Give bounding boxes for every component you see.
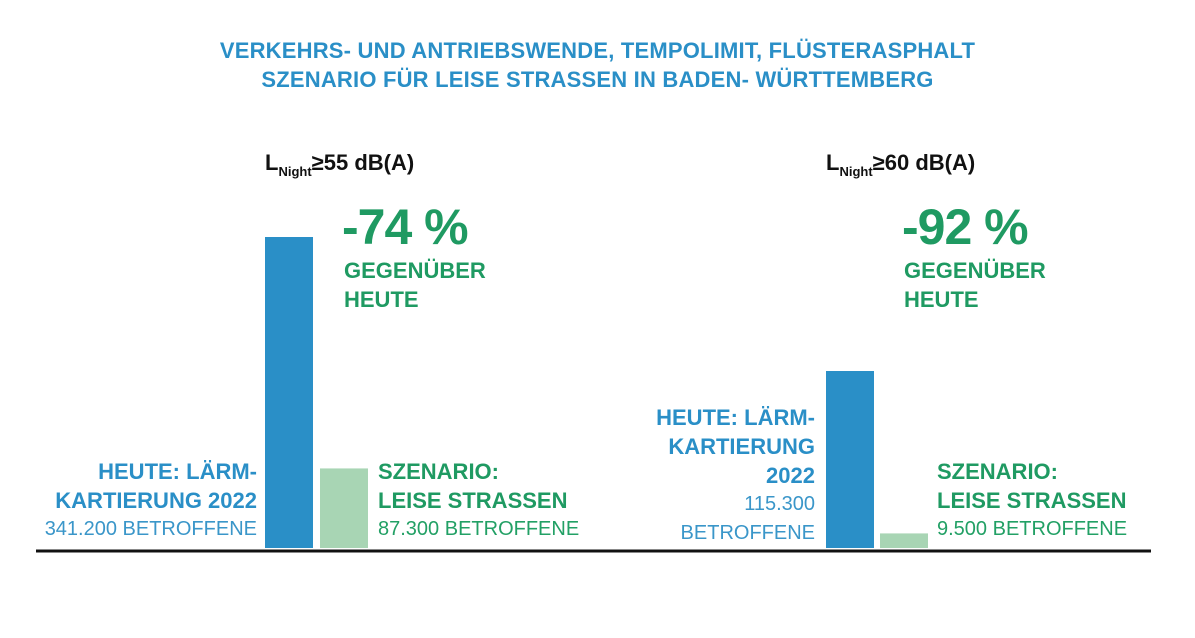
- scenario-label-55: SZENARIO: LEISE STRASSEN 87.300 BETROFFE…: [378, 457, 579, 544]
- chart-title-line-1: VERKEHRS- UND ANTRIEBSWENDE, TEMPOLIMIT,…: [219, 38, 976, 63]
- scenario-label-60: SZENARIO: LEISE STRASSEN 9.500 BETROFFEN…: [937, 457, 1127, 544]
- today-category-label-60: HEUTE: LÄRM- KARTIERUNG 2022: [656, 405, 815, 488]
- scenario-count-label-60: 9.500 BETROFFENE: [937, 518, 1128, 540]
- bar-scenario-55: [320, 468, 368, 548]
- change-value-60: -92 %: [902, 199, 1029, 255]
- scenario-count-label-55: 87.300 BETROFFENE: [378, 518, 580, 540]
- bar-scenario-60: [880, 533, 928, 548]
- scenario-category-label-55: SZENARIO: LEISE STRASSEN: [378, 459, 568, 513]
- chart-title-line-2: SZENARIO FÜR LEISE STRASSEN IN BADEN- WÜ…: [261, 67, 934, 92]
- bar-today-60: [826, 371, 874, 548]
- change-label-55: GEGENÜBER HEUTE: [344, 258, 486, 312]
- today-label-55: HEUTE: LÄRM- KARTIERUNG 2022 341.200 BET…: [45, 457, 257, 544]
- change-label-60: GEGENÜBER HEUTE: [904, 258, 1046, 312]
- bar-today-55: [265, 237, 313, 548]
- change-value-55: -74 %: [342, 199, 469, 255]
- today-count-label-60: 115.300 BETROFFENE: [680, 493, 815, 544]
- scenario-category-label-60: SZENARIO: LEISE STRASSEN: [937, 459, 1127, 513]
- today-category-label-55: HEUTE: LÄRM- KARTIERUNG 2022: [55, 459, 257, 513]
- today-count-label-55: 341.200 BETROFFENE: [44, 518, 257, 540]
- today-label-60: HEUTE: LÄRM- KARTIERUNG 2022 115.300 BET…: [656, 403, 815, 548]
- condition-label-60: LNight≥60 dB(A): [826, 150, 976, 179]
- condition-label-55: LNight≥55 dB(A): [265, 150, 415, 179]
